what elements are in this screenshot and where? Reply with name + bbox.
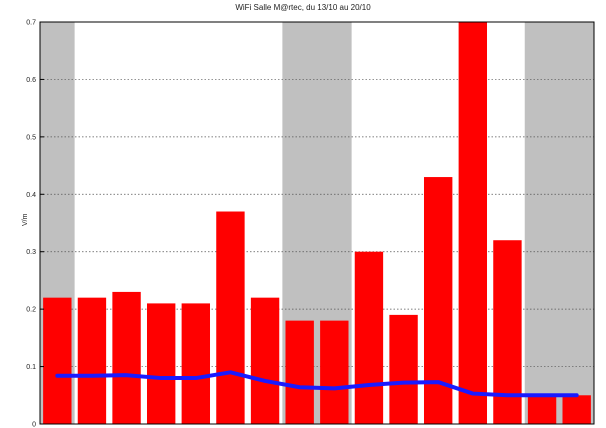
bar [389, 314, 418, 424]
y-tick-label: 0.5 [26, 134, 36, 141]
bar-series [43, 22, 591, 424]
bar [181, 303, 211, 424]
y-tick-label: 0.7 [26, 20, 36, 27]
bar [562, 395, 591, 424]
y-tick-label: 0.6 [26, 77, 36, 84]
y-tick-label: 0.2 [26, 307, 36, 314]
shaded-period-3 [524, 22, 594, 424]
bar [354, 251, 384, 424]
plot-frame [39, 21, 595, 425]
bar [320, 320, 349, 424]
y-tick-label: 0 [32, 422, 36, 428]
bar [285, 320, 314, 424]
bar [77, 297, 107, 424]
bar [112, 291, 141, 424]
bar [458, 22, 488, 424]
chart-title: WiFi Salle M@rtec, du 13/10 au 20/10 [235, 3, 371, 12]
y-tick-labels: 0 0.1 0.2 0.3 0.4 0.5 0.6 0.7 [26, 20, 36, 428]
y-tick-label: 0.3 [26, 249, 36, 256]
bar [43, 297, 72, 424]
bar [250, 297, 280, 424]
y-tick-label: 0.4 [26, 192, 36, 199]
y-tick-label: 0.1 [26, 364, 36, 371]
bar [527, 395, 557, 424]
bar [146, 303, 176, 424]
average-line [55, 370, 579, 398]
axes [39, 21, 595, 425]
average-line-series [55, 370, 579, 398]
bar [216, 211, 245, 424]
